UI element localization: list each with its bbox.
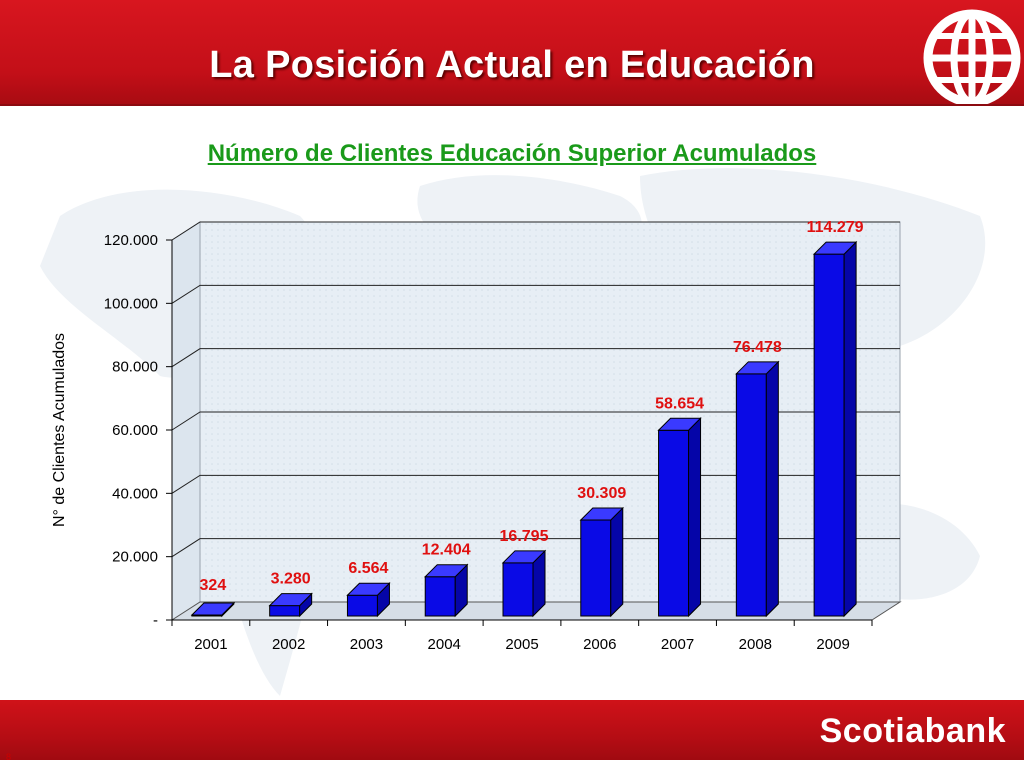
bar-side: [610, 506, 624, 618]
x-tick-label: 2007: [661, 636, 694, 653]
gridline: [171, 348, 900, 368]
x-tick-label: 2003: [350, 636, 383, 653]
bar: [812, 240, 858, 618]
y-axis-label: N° de Clientes Acumulados: [51, 333, 68, 527]
bar-top: [579, 507, 624, 521]
bar-front: [424, 576, 456, 617]
x-tick-label: 2008: [739, 636, 772, 653]
x-tick-label: 2005: [505, 636, 538, 653]
bar: [735, 360, 780, 618]
y-tick-label: 40.000: [112, 485, 158, 502]
bar-top: [190, 602, 236, 616]
bar-front: [346, 594, 378, 617]
bar-top: [346, 582, 391, 596]
bar: [501, 549, 547, 618]
data-label: 114.279: [807, 219, 864, 236]
bar-front: [502, 562, 534, 617]
bar-front: [658, 429, 690, 617]
globe-icon: [923, 9, 1021, 104]
y-tick-label: 100.000: [104, 295, 158, 312]
header-bar: La Posición Actual en Educación: [0, 0, 1024, 106]
bar-front: [813, 253, 845, 617]
scotiabank-logo: Scotiabank: [819, 712, 1006, 750]
bar: [657, 417, 702, 618]
data-label: 6.564: [348, 560, 388, 577]
y-tick-label: 60.000: [112, 422, 158, 439]
bar-front: [269, 605, 301, 617]
data-label: 58.654: [655, 395, 704, 412]
data-label: 76.478: [733, 339, 782, 356]
bar: [579, 506, 624, 618]
data-label: 324: [200, 577, 227, 594]
x-tick-label: 2002: [272, 636, 305, 653]
page-number: 8: [6, 752, 12, 762]
bar-top: [812, 241, 858, 255]
bar-top: [735, 361, 780, 375]
bar-side: [765, 360, 779, 618]
bar: [268, 592, 313, 618]
gridline: [171, 411, 900, 431]
x-tick-label: 2009: [816, 636, 849, 653]
gridline: [171, 284, 900, 304]
slide-title: La Posición Actual en Educación: [209, 44, 815, 86]
x-tick-label: 2006: [583, 636, 616, 653]
data-label: 3.280: [271, 571, 311, 588]
data-label: 30.309: [577, 485, 626, 502]
bar: [190, 601, 236, 618]
data-label: 12.404: [422, 542, 471, 559]
footer-bar: Scotiabank: [0, 698, 1024, 762]
bar-front: [580, 519, 612, 617]
data-label: 16.795: [500, 528, 549, 545]
y-tick-label: -: [153, 612, 158, 629]
bar-top: [657, 417, 702, 431]
bar-top: [501, 550, 547, 564]
x-tick-label: 2001: [194, 636, 227, 653]
bar-side: [843, 240, 857, 618]
bar-front: [735, 373, 767, 617]
gridline: [171, 221, 900, 241]
y-tick-label: 20.000: [112, 549, 158, 566]
bar-top: [424, 564, 469, 578]
chart-title: Número de Clientes Educación Superior Ac…: [207, 140, 817, 167]
x-tick-label: 2004: [428, 636, 461, 653]
bar-side: [688, 417, 702, 618]
y-tick-label: 80.000: [112, 359, 158, 376]
footer-strip: [0, 760, 1024, 768]
bar: [346, 582, 391, 618]
bar-top: [268, 593, 313, 607]
bar: [424, 563, 469, 618]
y-tick-label: 120.000: [104, 232, 158, 249]
